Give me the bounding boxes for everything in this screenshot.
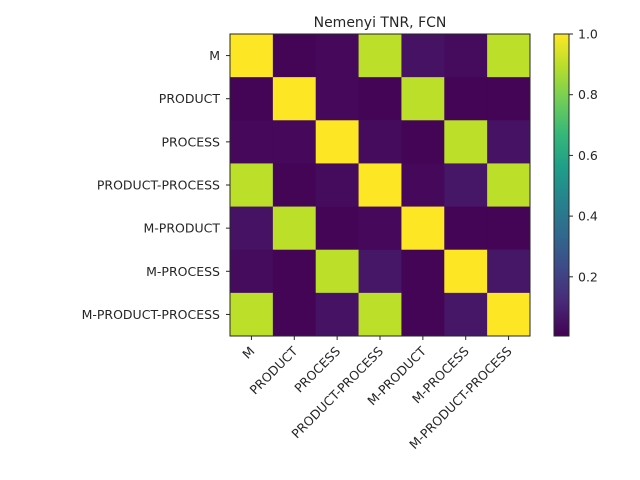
heatmap-cell <box>358 292 402 337</box>
heatmap-cell <box>272 206 317 251</box>
heatmap-cell <box>401 77 445 121</box>
row-label: M-PRODUCT-PROCESS <box>82 307 220 322</box>
heatmap-cell <box>230 120 274 164</box>
row-label: M-PRODUCT <box>144 221 221 236</box>
heatmap-cell <box>272 292 317 337</box>
colorbar-tick-label: 0.4 <box>578 209 598 224</box>
heatmap-cell <box>230 77 274 121</box>
heatmap-cell <box>487 77 531 121</box>
colorbar-tick-label: 0.2 <box>578 269 598 284</box>
heatmap-cell <box>401 34 445 78</box>
heatmap-cell <box>444 163 488 207</box>
heatmap-cell <box>358 77 402 121</box>
colorbar-tick-label: 0.8 <box>578 87 598 102</box>
heatmap-cell <box>315 292 359 337</box>
heatmap-cell <box>401 206 445 251</box>
heatmap-cell <box>315 206 359 251</box>
row-label: PRODUCT-PROCESS <box>97 178 220 193</box>
heatmap-cell <box>315 34 359 78</box>
row-label: M <box>209 48 220 63</box>
heatmap-cell <box>487 34 531 78</box>
row-labels: M PRODUCT PROCESS PRODUCT-PROCESS M-PRODUCT M… <box>82 48 230 322</box>
heatmap-cell <box>444 249 488 294</box>
heatmap-cell <box>358 120 402 164</box>
heatmap-cell <box>487 163 531 207</box>
heatmap-cell <box>315 120 359 164</box>
chart-title: Nemenyi TNR, FCN <box>314 15 447 31</box>
heatmap-cell <box>230 292 274 337</box>
heatmap-cell <box>444 292 488 337</box>
heatmap-cells <box>230 34 531 337</box>
heatmap-cell <box>487 206 531 251</box>
heatmap-cell <box>444 77 488 121</box>
heatmap-cell <box>444 206 488 251</box>
heatmap-cell <box>272 120 317 164</box>
column-label: M <box>239 344 257 362</box>
heatmap-cell <box>358 163 402 207</box>
heatmap-cell <box>401 120 445 164</box>
row-label: PRODUCT <box>159 91 221 106</box>
heatmap-cell <box>315 77 359 121</box>
heatmap-cell <box>230 163 274 207</box>
heatmap-cell <box>401 163 445 207</box>
heatmap-cell <box>272 34 317 78</box>
heatmap-cell <box>401 292 445 337</box>
colorbar-gradient <box>553 33 570 337</box>
column-labels: MPRODUCTPROCESSPRODUCT-PROCESSM-PRODUCTM… <box>239 336 515 452</box>
heatmap-cell <box>487 249 531 294</box>
heatmap-cell <box>230 249 274 294</box>
colorbar-tick-label: 0.6 <box>578 148 598 163</box>
row-label: PROCESS <box>161 134 220 149</box>
heatmap-cell <box>401 249 445 294</box>
heatmap-cell <box>230 206 274 251</box>
colorbar: 0.2 0.4 0.6 0.8 1.0 <box>553 27 598 337</box>
heatmap-cell <box>358 206 402 251</box>
heatmap-cell <box>487 292 531 337</box>
heatmap-cell <box>315 163 359 207</box>
heatmap-cell <box>315 249 359 294</box>
heatmap-cell <box>444 120 488 164</box>
heatmap-cell <box>444 34 488 78</box>
colorbar-tick-label: 1.0 <box>578 27 598 42</box>
heatmap-cell <box>487 120 531 164</box>
heatmap-cell <box>272 249 317 294</box>
heatmap-cell <box>230 34 274 78</box>
row-label: M-PROCESS <box>146 264 220 279</box>
heatmap-cell <box>358 34 402 78</box>
heatmap-cell <box>272 77 317 121</box>
heatmap-cell <box>358 249 402 294</box>
heatmap-cell <box>272 163 317 207</box>
